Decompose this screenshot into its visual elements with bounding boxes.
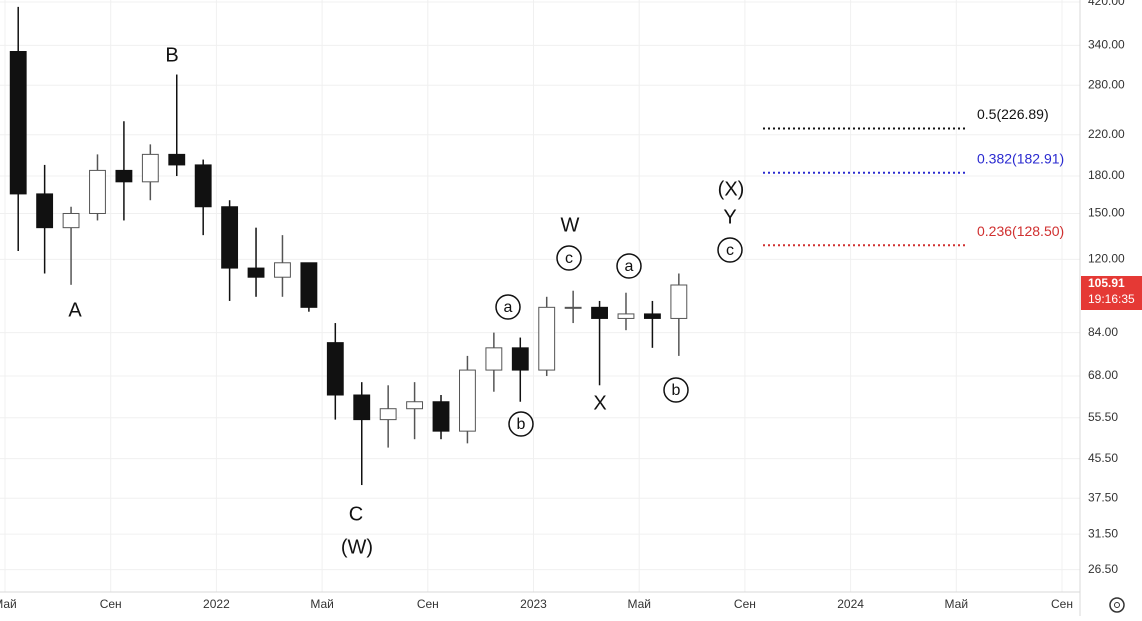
wave-label: a [625, 258, 634, 275]
x-tick-label: Сен [1051, 597, 1073, 611]
wave-circle [556, 245, 582, 271]
x-tick-label: Май [0, 597, 17, 611]
wave-label: c [726, 242, 734, 259]
x-tick-label: Май [945, 597, 969, 611]
candle-body [300, 262, 318, 308]
wave-circle [717, 237, 743, 263]
candle-body [617, 313, 635, 319]
candle-body [274, 262, 291, 278]
fib-level-label: 0.236(128.50) [977, 223, 1064, 239]
wave-label: Y [723, 206, 736, 228]
wave-label: B [165, 44, 178, 66]
last-price-label: 105.91 [1088, 276, 1125, 290]
candle-body [432, 401, 450, 432]
fib-level-label: 0.382(182.91) [977, 150, 1064, 166]
candle-body [643, 313, 661, 319]
settings-icon-core [1114, 602, 1120, 608]
y-tick-label: 340.00 [1088, 38, 1125, 52]
settings-button[interactable] [1109, 597, 1125, 613]
wave-circle [663, 377, 689, 403]
y-tick-label: 420.00 [1088, 0, 1125, 8]
wave-label: b [640, 329, 641, 331]
candle-body [168, 153, 186, 166]
wave-circle [616, 253, 642, 279]
candle-body [511, 347, 529, 371]
x-tick-label: Сен [734, 597, 756, 611]
y-tick-label: 45.50 [1088, 451, 1118, 465]
x-tick-label: Сен [417, 597, 439, 611]
wave-label: b [517, 416, 526, 433]
x-tick-label: 2022 [203, 597, 230, 611]
candle-body [459, 369, 476, 432]
y-tick-label: 37.50 [1088, 490, 1118, 504]
y-tick-label: 220.00 [1088, 127, 1125, 141]
candle-body [379, 408, 397, 421]
candle-body [141, 153, 159, 183]
last-price-tag [1081, 275, 1142, 310]
wave-label: (W) [341, 536, 373, 558]
wave-label: c [565, 250, 573, 267]
candle-body [564, 306, 582, 309]
y-tick-label: 55.50 [1088, 410, 1118, 424]
candle-body [326, 342, 344, 396]
candle-body [221, 206, 239, 269]
y-tick-label: 150.00 [1088, 206, 1125, 220]
wave-label: X [593, 392, 606, 414]
candle-body [194, 164, 212, 208]
wave-label: (X) [718, 178, 745, 200]
fib-level-label: 0.5(226.89) [977, 106, 1049, 122]
candle-body [406, 401, 424, 410]
candle-body [89, 169, 106, 214]
candle-body [36, 193, 54, 229]
x-tick-label: 2023 [520, 597, 547, 611]
settings-icon[interactable] [1109, 597, 1125, 613]
x-tick-label: 2024 [837, 597, 864, 611]
y-tick-label: 180.00 [1088, 168, 1125, 182]
y-tick-label: 120.00 [1088, 252, 1125, 266]
x-tick-label: Май [310, 597, 334, 611]
wave-circle [508, 411, 534, 437]
candle-body [485, 347, 503, 371]
x-tick-label: Сен [100, 597, 122, 611]
candle-body [538, 306, 556, 371]
candle-body [670, 284, 688, 319]
wave-label: C [349, 503, 363, 525]
y-tick-label: 280.00 [1088, 77, 1125, 91]
y-tick-label: 68.00 [1088, 368, 1118, 382]
wave-label: b [672, 382, 681, 399]
candle-body [591, 306, 608, 319]
candle-body [62, 212, 80, 229]
wave-label: A [68, 299, 82, 321]
countdown-label: 19:16:35 [1088, 292, 1135, 306]
candle-body [247, 267, 265, 278]
wave-label: a [504, 299, 513, 316]
y-tick-label: 26.50 [1088, 562, 1118, 576]
y-tick-label: 84.00 [1088, 325, 1118, 339]
candle-body [115, 169, 133, 183]
wave-circle [495, 294, 521, 320]
wave-label: a [595, 329, 596, 331]
candle-body [9, 50, 27, 195]
x-tick-label: Май [627, 597, 651, 611]
y-tick-label: 31.50 [1088, 526, 1118, 540]
wave-label: W [561, 214, 580, 236]
candle-body [353, 394, 371, 421]
